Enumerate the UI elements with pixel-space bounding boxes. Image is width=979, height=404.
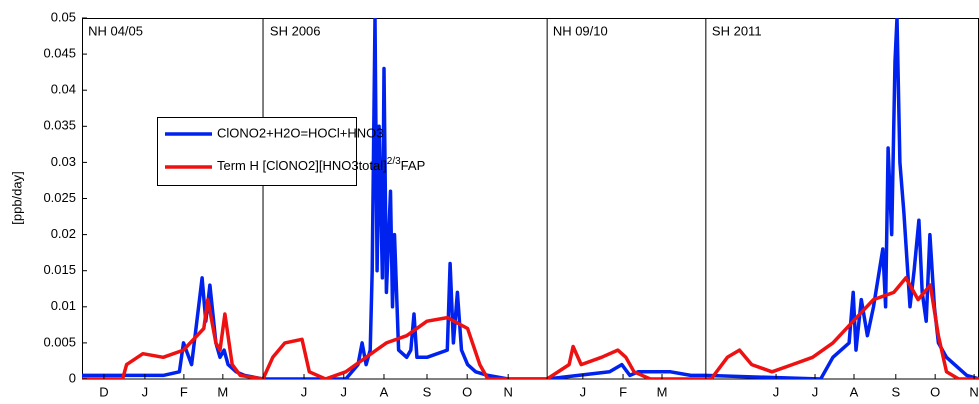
x-tick-label: J	[580, 384, 587, 399]
legend-label: ClONO2+H2O=HOCl+HNO3	[217, 125, 384, 140]
y-tick-label: 0.005	[43, 334, 76, 349]
x-tick-label: N	[969, 384, 978, 399]
y-tick-label: 0.015	[43, 262, 76, 277]
x-tick-label: A	[380, 384, 389, 399]
y-tick-label: 0.02	[51, 226, 76, 241]
x-tick-label: J	[301, 384, 308, 399]
x-tick-label: D	[99, 384, 108, 399]
x-tick-label: M	[657, 384, 668, 399]
x-tick-label: A	[850, 384, 859, 399]
x-tick-label: N	[503, 384, 512, 399]
x-tick-label: J	[341, 384, 348, 399]
x-tick-label: M	[217, 384, 228, 399]
legend-label-part: FAP	[401, 158, 426, 173]
y-tick-label: 0.05	[51, 9, 76, 24]
y-tick-label: 0.04	[51, 82, 76, 97]
legend-label-part: Term H [ClONO2][HNO3total]	[217, 158, 387, 173]
panel-label: NH 04/05	[88, 23, 143, 38]
y-tick-label: 0.03	[51, 154, 76, 169]
line-layer	[82, 18, 979, 379]
y-tick-label: 0.025	[43, 190, 76, 205]
x-tick-label: J	[773, 384, 780, 399]
legend-label-part: 2/3	[387, 156, 401, 167]
series-line	[82, 276, 979, 379]
legend-label: Term H [ClONO2][HNO3total]2/3FAP	[217, 156, 425, 173]
y-tick-label: 0.045	[43, 46, 76, 61]
panel-label: SH 2006	[270, 23, 321, 38]
y-tick-label: 0.01	[51, 298, 76, 313]
y-axis-label: [ppb/day]	[9, 171, 24, 225]
x-tick-label: F	[619, 384, 627, 399]
series-line	[82, 18, 979, 379]
panel-label: SH 2011	[712, 23, 762, 38]
x-tick-label: J	[812, 384, 819, 399]
x-tick-label: F	[180, 384, 188, 399]
x-tick-label: S	[891, 384, 900, 399]
x-tick-label: J	[142, 384, 149, 399]
x-tick-label: O	[930, 384, 940, 399]
y-tick-label: 0	[69, 370, 76, 385]
plot-frame	[82, 18, 979, 380]
legend-box	[157, 117, 357, 186]
x-tick-label: O	[462, 384, 472, 399]
panel-label: NH 09/10	[553, 23, 608, 38]
x-tick-label: S	[423, 384, 432, 399]
y-tick-label: 0.035	[43, 118, 76, 133]
